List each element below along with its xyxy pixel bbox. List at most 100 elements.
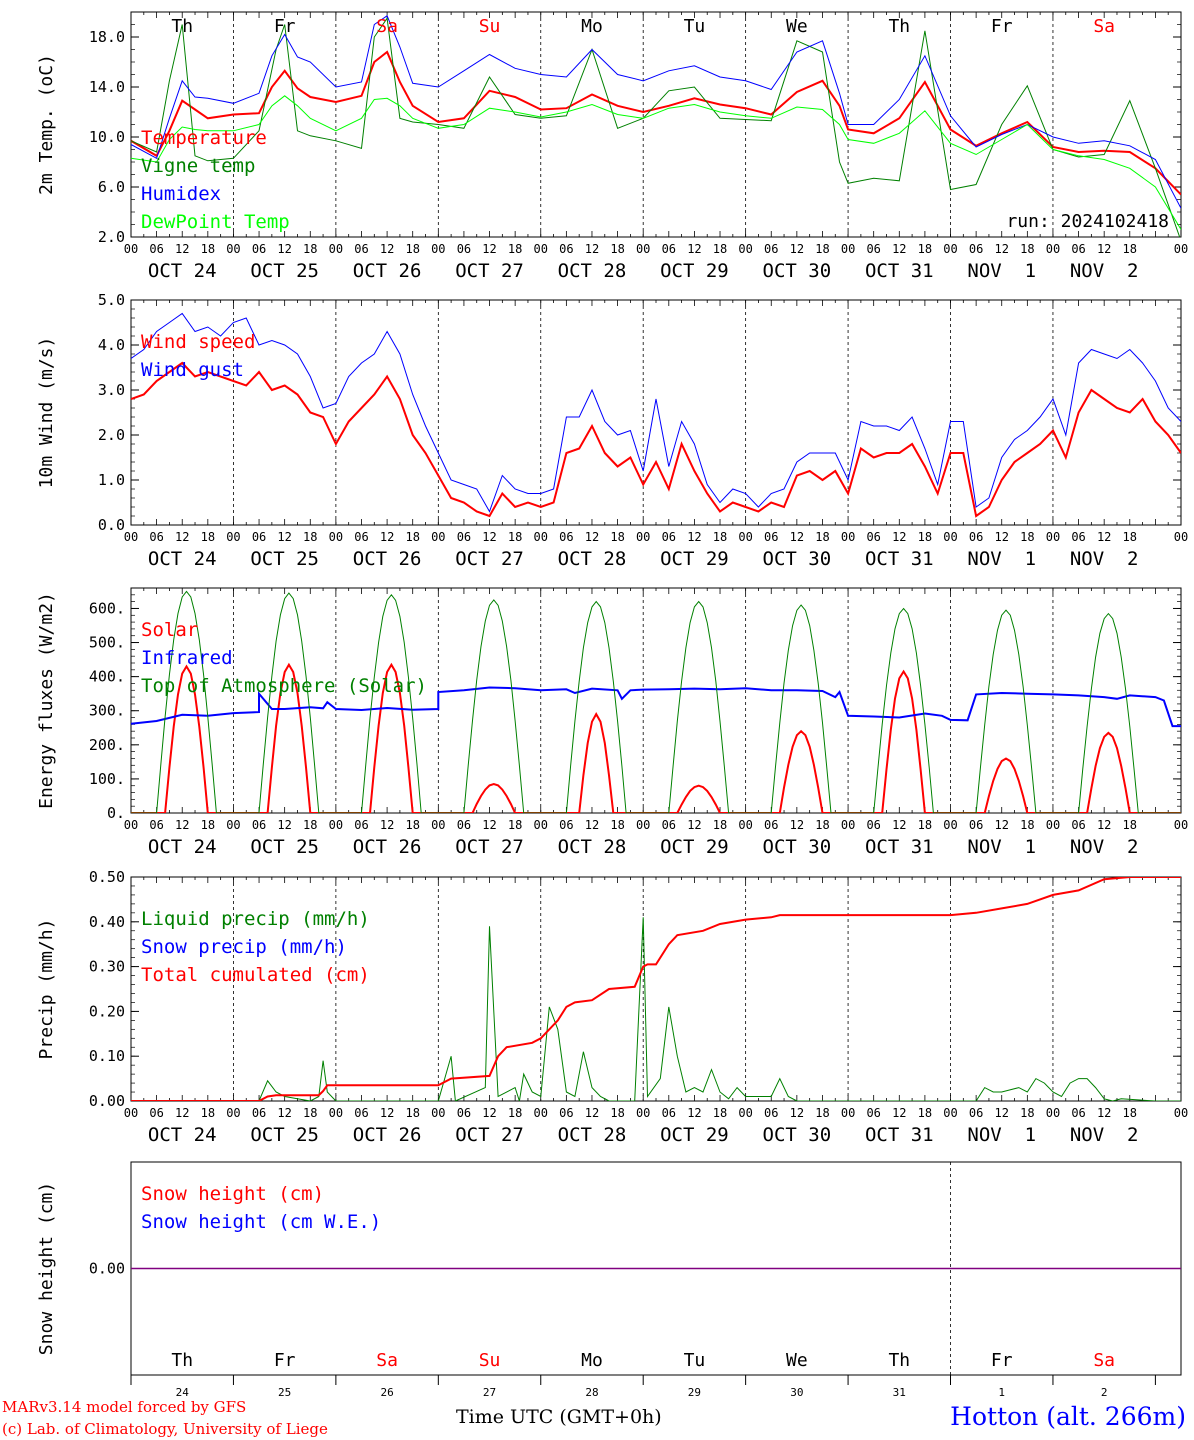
date-label: OCT 31 [865, 548, 934, 570]
hour-tick-label: 12 [585, 530, 599, 544]
date-label: OCT 26 [353, 836, 422, 858]
date-label: OCT 25 [250, 548, 319, 570]
date-label: OCT 26 [353, 1124, 422, 1146]
series-line-solar [131, 662, 1181, 813]
hour-tick-label: 18 [815, 818, 829, 832]
hour-tick-label: 06 [764, 530, 778, 544]
hour-tick-label: 06 [662, 1106, 676, 1120]
date-label: NOV 1 [967, 1124, 1036, 1146]
date-label: NOV 1 [967, 260, 1036, 282]
panel-temperature [130, 11, 1182, 238]
hour-tick-label: 12 [277, 530, 291, 544]
hour-tick-label: 00 [943, 818, 957, 832]
y-tick-label: 200. [89, 736, 125, 754]
hour-tick-label: 18 [405, 530, 419, 544]
hour-tick-label: 12 [277, 1106, 291, 1120]
hour-tick-label: 06 [559, 530, 573, 544]
hour-tick-label: 18 [610, 818, 624, 832]
legend-entry: Liquid precip (mm/h) [141, 908, 370, 930]
hour-tick-label: 06 [559, 1106, 573, 1120]
hour-tick-label: 12 [277, 242, 291, 256]
hour-tick-label: 12 [995, 1106, 1009, 1120]
hour-tick-label: 18 [713, 530, 727, 544]
day-number-label: 24 [176, 1386, 190, 1399]
hour-tick-label: 06 [969, 242, 983, 256]
date-label: OCT 27 [455, 836, 524, 858]
panel-frame [130, 587, 1182, 814]
day-name-label: Th [888, 1350, 910, 1371]
hour-tick-label: 06 [866, 818, 880, 832]
hour-tick-label: 00 [636, 242, 650, 256]
hour-tick-label: 06 [1071, 242, 1085, 256]
legend-entry: Snow height (cm) [141, 1183, 324, 1205]
hour-tick-label: 12 [687, 1106, 701, 1120]
hour-tick-label: 06 [457, 818, 471, 832]
date-label: OCT 29 [660, 1124, 729, 1146]
hour-tick-label: 18 [508, 818, 522, 832]
y-tick-label: 100. [89, 770, 125, 788]
day-number-label: 1 [998, 1386, 1005, 1399]
hour-tick-label: 00 [1046, 818, 1060, 832]
y-tick-label: 18.0 [89, 28, 125, 46]
day-name-label: We [786, 1350, 808, 1371]
series-line-dewpoint-temp [131, 95, 1181, 230]
hour-tick-label: 00 [534, 1106, 548, 1120]
hour-tick-label: 06 [1071, 530, 1085, 544]
date-label: OCT 29 [660, 260, 729, 282]
hour-tick-label: 18 [918, 530, 932, 544]
run-annotation: run: 2024102418 [1006, 211, 1169, 232]
day-name-label: Sa [1093, 16, 1115, 37]
day-name-label: Su [479, 1350, 501, 1371]
y-tick-label: 3.0 [98, 381, 125, 399]
date-label: OCT 26 [353, 260, 422, 282]
hour-tick-label: 12 [585, 1106, 599, 1120]
hour-tick-label: 00 [1046, 1106, 1060, 1120]
hour-tick-label: 06 [149, 818, 163, 832]
hour-tick-label: 06 [969, 818, 983, 832]
y-tick-label: 10.0 [89, 128, 125, 146]
y-axis-label: 2m Temp. (oC) [36, 54, 57, 195]
hour-tick-label: 00 [431, 1106, 445, 1120]
hour-tick-label: 00 [943, 1106, 957, 1120]
hour-tick-label: 12 [380, 818, 394, 832]
hour-tick-label: 00 [943, 242, 957, 256]
hour-tick-label: 00 [226, 1106, 240, 1120]
date-label: OCT 27 [455, 1124, 524, 1146]
date-label: NOV 1 [967, 836, 1036, 858]
legend-entry: DewPoint Temp [141, 211, 290, 233]
hour-tick-label: 06 [457, 1106, 471, 1120]
hour-tick-label: 06 [354, 818, 368, 832]
hour-tick-label: 18 [508, 530, 522, 544]
hour-tick-label: 00 [636, 1106, 650, 1120]
day-number-label: 2 [1101, 1386, 1108, 1399]
hour-tick-label: 18 [918, 818, 932, 832]
day-number-label: 28 [585, 1386, 598, 1399]
date-label: OCT 27 [455, 548, 524, 570]
hour-tick-label: 18 [303, 530, 317, 544]
hour-tick-label: 18 [508, 1106, 522, 1120]
day-name-label: Fr [274, 1350, 296, 1371]
hour-tick-label: 12 [687, 242, 701, 256]
day-name-label: Mo [581, 1350, 603, 1371]
hour-tick-label: 06 [149, 1106, 163, 1120]
y-tick-label: 0.50 [89, 868, 125, 886]
hour-tick-label: 00 [329, 818, 343, 832]
hour-tick-label: 00 [841, 1106, 855, 1120]
day-number-label: 25 [278, 1386, 291, 1399]
y-tick-label: 0.40 [89, 913, 125, 931]
hour-tick-label: 06 [969, 1106, 983, 1120]
hour-tick-label: 06 [149, 242, 163, 256]
hour-tick-label: 06 [866, 1106, 880, 1120]
date-label: OCT 30 [763, 260, 832, 282]
y-tick-label: 0.30 [89, 958, 125, 976]
hour-tick-label: 00 [841, 818, 855, 832]
hour-tick-label: 18 [1020, 1106, 1034, 1120]
hour-tick-label: 12 [482, 1106, 496, 1120]
date-label: OCT 29 [660, 548, 729, 570]
hour-tick-label: 00 [431, 242, 445, 256]
hour-tick-label: 12 [995, 530, 1009, 544]
hour-tick-label: 06 [662, 242, 676, 256]
hour-tick-label: 00 [534, 530, 548, 544]
hour-tick-label: 18 [303, 242, 317, 256]
hour-tick-label: 18 [405, 242, 419, 256]
